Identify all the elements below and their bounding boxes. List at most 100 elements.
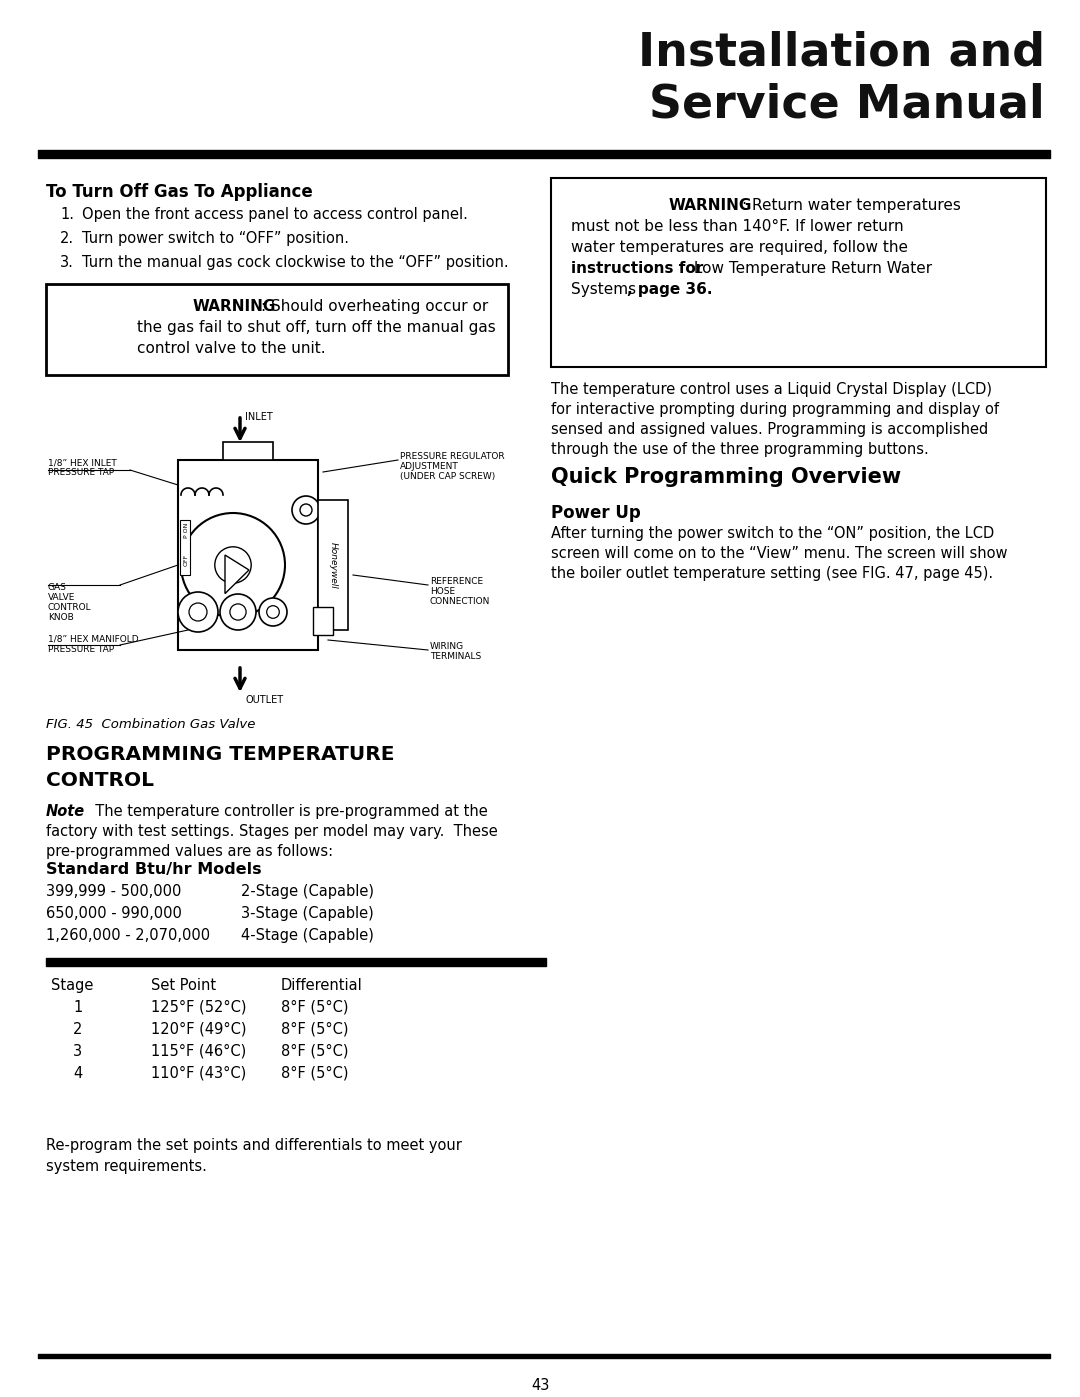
Text: , page 36.: , page 36. <box>627 282 713 298</box>
Text: Standard Btu/hr Models: Standard Btu/hr Models <box>46 862 261 877</box>
Text: 2-Stage (Capable): 2-Stage (Capable) <box>241 884 374 900</box>
Text: OUTLET: OUTLET <box>245 694 283 705</box>
Text: water temperatures are required, follow the: water temperatures are required, follow … <box>571 240 908 256</box>
Text: 4-Stage (Capable): 4-Stage (Capable) <box>241 928 374 943</box>
Circle shape <box>267 606 280 619</box>
Text: Turn the manual gas cock clockwise to the “OFF” position.: Turn the manual gas cock clockwise to th… <box>82 256 509 270</box>
Text: 125°F (52°C): 125°F (52°C) <box>151 1000 246 1016</box>
Text: 8°F (5°C): 8°F (5°C) <box>281 1023 349 1037</box>
Text: : Should overheating occur or: : Should overheating occur or <box>261 299 488 314</box>
Text: Quick Programming Overview: Quick Programming Overview <box>551 467 901 488</box>
Text: 8°F (5°C): 8°F (5°C) <box>281 1000 349 1016</box>
Bar <box>318 500 348 630</box>
Text: HOSE: HOSE <box>430 587 455 597</box>
Text: 650,000 - 990,000: 650,000 - 990,000 <box>46 907 181 921</box>
Text: WIRING: WIRING <box>430 643 464 651</box>
Circle shape <box>292 496 320 524</box>
Text: PRESSURE TAP: PRESSURE TAP <box>48 468 114 476</box>
Text: factory with test settings. Stages per model may vary.  These: factory with test settings. Stages per m… <box>46 824 498 840</box>
Text: TERMINALS: TERMINALS <box>430 652 482 661</box>
Text: 8°F (5°C): 8°F (5°C) <box>281 1044 349 1059</box>
Text: Open the front access panel to access control panel.: Open the front access panel to access co… <box>82 207 468 222</box>
Circle shape <box>181 513 285 617</box>
Text: WARNING: WARNING <box>669 198 752 212</box>
Text: 115°F (46°C): 115°F (46°C) <box>151 1044 246 1059</box>
Text: 3: 3 <box>73 1044 82 1059</box>
Text: VALVE: VALVE <box>48 592 76 602</box>
Text: 3.: 3. <box>60 256 73 270</box>
Text: sensed and assigned values. Programming is accomplished: sensed and assigned values. Programming … <box>551 422 988 437</box>
Circle shape <box>189 604 207 622</box>
Text: must not be less than 140°F. If lower return: must not be less than 140°F. If lower re… <box>571 219 904 235</box>
Text: 2.: 2. <box>60 231 75 246</box>
Text: through the use of the three programming buttons.: through the use of the three programming… <box>551 441 929 457</box>
Text: Stage: Stage <box>51 978 93 993</box>
Bar <box>313 608 333 636</box>
Text: ADJUSTMENT: ADJUSTMENT <box>400 462 459 471</box>
Text: The temperature controller is pre-programmed at the: The temperature controller is pre-progra… <box>86 805 488 819</box>
Text: Re-program the set points and differentials to meet your: Re-program the set points and differenti… <box>46 1139 462 1153</box>
Text: CONNECTION: CONNECTION <box>430 597 490 606</box>
Circle shape <box>215 546 252 583</box>
Text: 43: 43 <box>530 1377 550 1393</box>
Text: 399,999 - 500,000: 399,999 - 500,000 <box>46 884 181 900</box>
Text: PROGRAMMING TEMPERATURE: PROGRAMMING TEMPERATURE <box>46 745 394 764</box>
Circle shape <box>230 604 246 620</box>
Text: Differential: Differential <box>281 978 363 993</box>
Text: WARNING: WARNING <box>193 299 276 314</box>
Text: Turn power switch to “OFF” position.: Turn power switch to “OFF” position. <box>82 231 349 246</box>
Text: 4: 4 <box>73 1066 82 1081</box>
Text: PRESSURE REGULATOR: PRESSURE REGULATOR <box>400 453 504 461</box>
Text: 1: 1 <box>73 1000 82 1016</box>
Bar <box>46 284 508 374</box>
Text: pre-programmed values are as follows:: pre-programmed values are as follows: <box>46 844 333 859</box>
Text: 3-Stage (Capable): 3-Stage (Capable) <box>241 907 374 921</box>
Text: Systems: Systems <box>571 282 642 298</box>
Text: control valve to the unit.: control valve to the unit. <box>137 341 326 356</box>
Text: (UNDER CAP SCREW): (UNDER CAP SCREW) <box>400 472 496 481</box>
Text: Installation and: Installation and <box>638 29 1045 75</box>
Text: Set Point: Set Point <box>151 978 216 993</box>
Text: the boiler outlet temperature setting (see FIG. 47, page 45).: the boiler outlet temperature setting (s… <box>551 566 994 581</box>
Text: system requirements.: system requirements. <box>46 1160 207 1173</box>
Text: for interactive prompting during programming and display of: for interactive prompting during program… <box>551 402 999 416</box>
Text: 1.: 1. <box>60 207 75 222</box>
Text: 110°F (43°C): 110°F (43°C) <box>151 1066 246 1081</box>
Text: the gas fail to shut off, turn off the manual gas: the gas fail to shut off, turn off the m… <box>137 320 496 335</box>
Text: KNOB: KNOB <box>48 613 73 622</box>
Bar <box>180 520 190 576</box>
Text: Note: Note <box>46 805 85 819</box>
Text: Service Manual: Service Manual <box>649 82 1045 127</box>
Text: GAS: GAS <box>48 583 67 592</box>
Text: 1/8” HEX MANIFOLD: 1/8” HEX MANIFOLD <box>48 636 138 644</box>
Text: Low Temperature Return Water: Low Temperature Return Water <box>689 261 932 277</box>
Bar <box>222 441 273 460</box>
Text: 8°F (5°C): 8°F (5°C) <box>281 1066 349 1081</box>
Text: To Turn Off Gas To Appliance: To Turn Off Gas To Appliance <box>46 183 313 201</box>
Text: PRESSURE TAP: PRESSURE TAP <box>48 645 114 654</box>
Text: INLET: INLET <box>245 412 273 422</box>
Text: REFERENCE: REFERENCE <box>430 577 483 585</box>
Text: P ON: P ON <box>184 522 189 538</box>
Circle shape <box>259 598 287 626</box>
Text: Honeywell: Honeywell <box>328 542 337 588</box>
Text: : Return water temperatures: : Return water temperatures <box>742 198 960 212</box>
Text: CONTROL: CONTROL <box>46 771 154 789</box>
Text: The temperature control uses a Liquid Crystal Display (LCD): The temperature control uses a Liquid Cr… <box>551 381 993 397</box>
Polygon shape <box>225 555 249 594</box>
Text: screen will come on to the “View” menu. The screen will show: screen will come on to the “View” menu. … <box>551 546 1008 562</box>
Bar <box>178 460 318 650</box>
Text: 2: 2 <box>73 1023 82 1037</box>
Text: CONTROL: CONTROL <box>48 604 92 612</box>
Text: Power Up: Power Up <box>551 504 640 522</box>
Text: 1,260,000 - 2,070,000: 1,260,000 - 2,070,000 <box>46 928 211 943</box>
Text: instructions for: instructions for <box>571 261 703 277</box>
Text: OFF: OFF <box>184 553 189 566</box>
Circle shape <box>220 594 256 630</box>
Text: After turning the power switch to the “ON” position, the LCD: After turning the power switch to the “O… <box>551 527 995 541</box>
Circle shape <box>178 592 218 631</box>
Bar <box>551 177 1047 367</box>
Text: FIG. 45  Combination Gas Valve: FIG. 45 Combination Gas Valve <box>46 718 255 731</box>
Circle shape <box>300 504 312 515</box>
Text: 120°F (49°C): 120°F (49°C) <box>151 1023 246 1037</box>
